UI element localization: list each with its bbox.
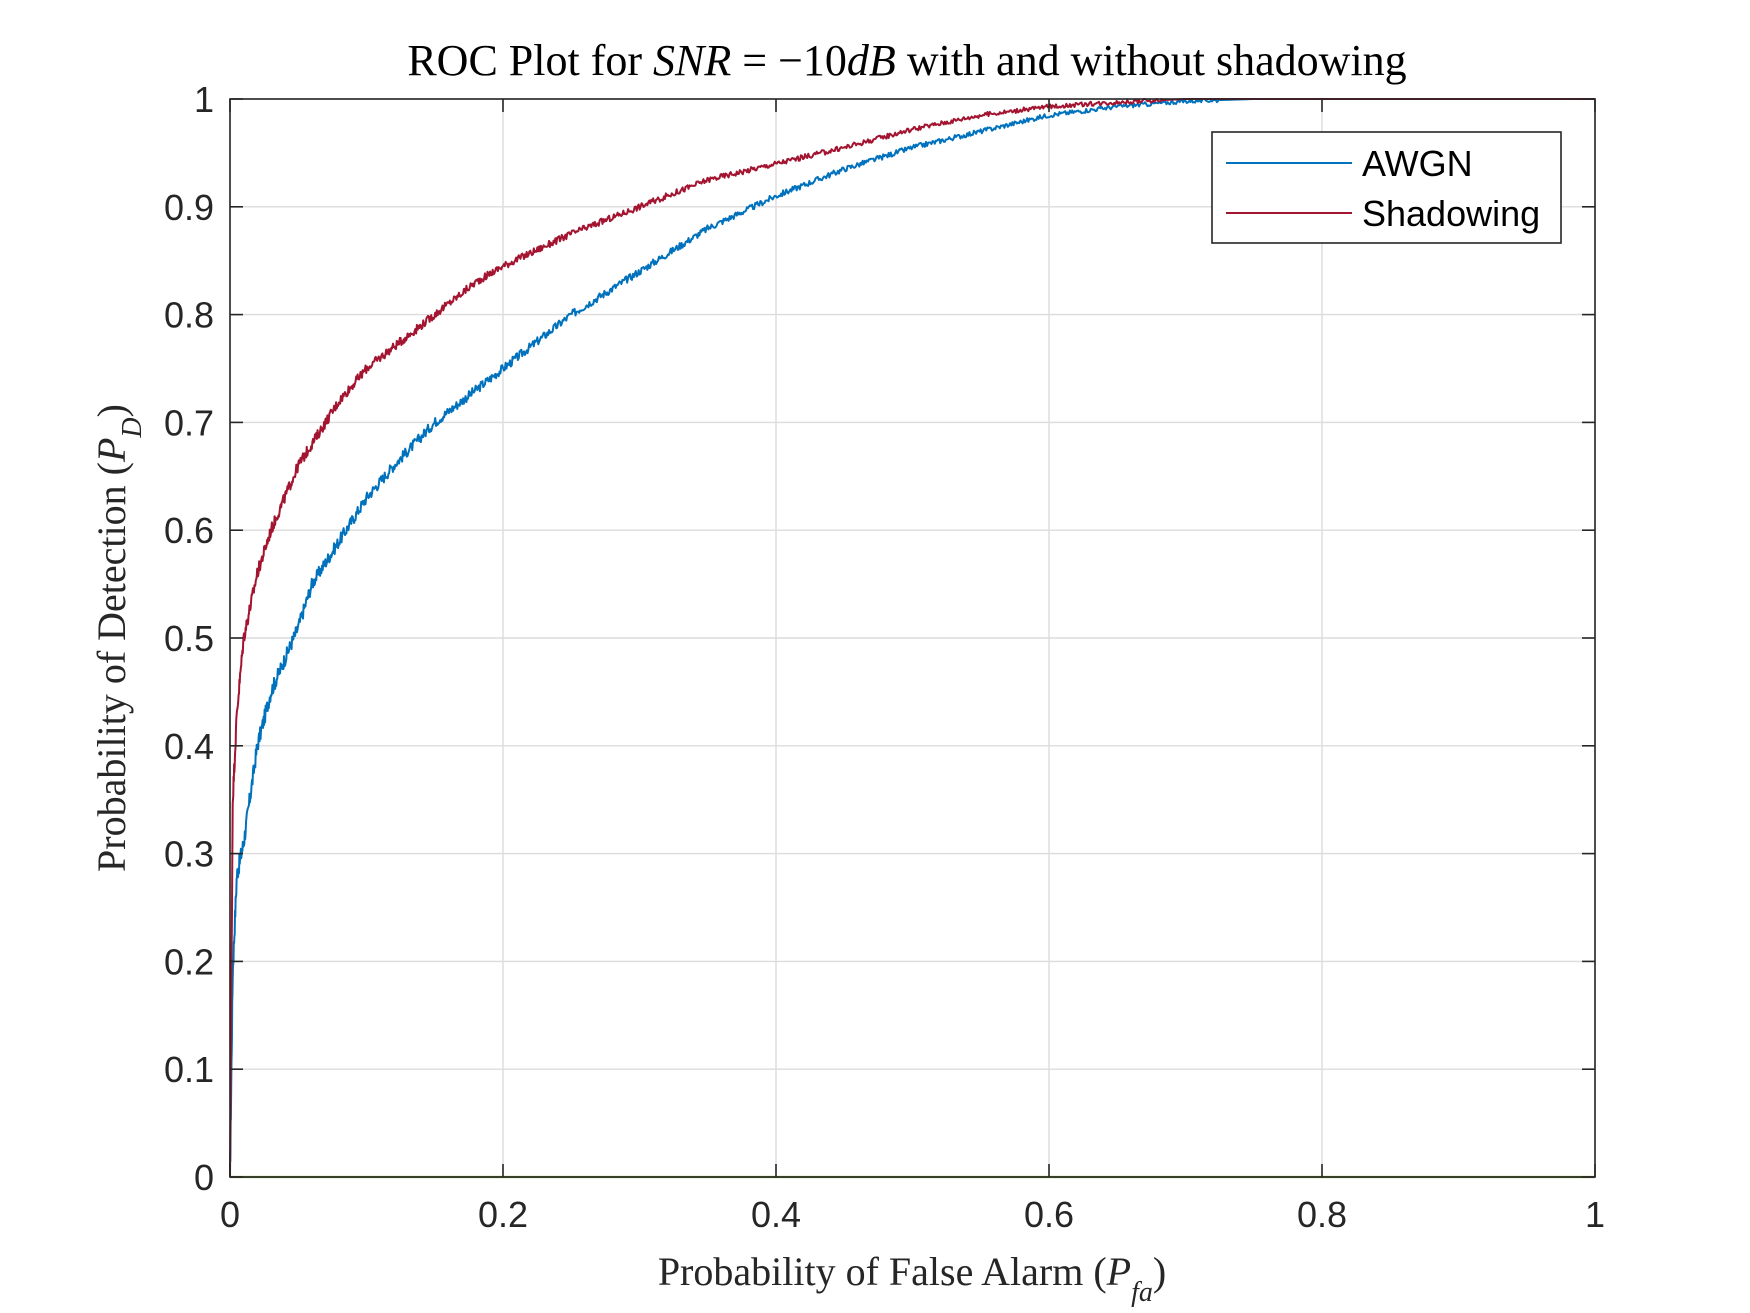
grid-lines bbox=[229, 98, 1596, 1178]
axes-box bbox=[229, 98, 1596, 1178]
y-tick-label: 0.3 bbox=[164, 834, 214, 875]
y-tick-label: 0.4 bbox=[164, 726, 214, 767]
x-tick-label: 0 bbox=[220, 1194, 240, 1235]
y-tick-label: 0 bbox=[194, 1157, 214, 1198]
y-tick-label: 0.2 bbox=[164, 941, 214, 982]
y-tick-label: 0.8 bbox=[164, 295, 214, 336]
x-tick-label: 1 bbox=[1585, 1194, 1605, 1235]
legend-box bbox=[1211, 131, 1562, 244]
x-tick-label: 0.4 bbox=[751, 1194, 801, 1235]
y-axis-label: Probability of Detection (PD) bbox=[89, 404, 148, 872]
x-axis-label: Probability of False Alarm (Pfa) bbox=[658, 1249, 1166, 1308]
x-tick-labels: 0 0.2 0.4 0.6 0.8 1 bbox=[220, 1194, 1605, 1235]
y-tick-label: 0.6 bbox=[164, 510, 214, 551]
chart-title: ROC Plot for SNR = −10dB with and withou… bbox=[407, 36, 1406, 85]
legend: AWGN Shadowing bbox=[1211, 131, 1562, 244]
legend-label-awgn: AWGN bbox=[1362, 143, 1473, 184]
x-tick-label: 0.8 bbox=[1297, 1194, 1347, 1235]
x-tick-label: 0.6 bbox=[1024, 1194, 1074, 1235]
y-tick-label: 0.7 bbox=[164, 402, 214, 443]
y-tick-label: 0.9 bbox=[164, 187, 214, 228]
y-tick-label: 1 bbox=[194, 79, 214, 120]
y-tick-label: 0.1 bbox=[164, 1049, 214, 1090]
y-tick-label: 0.5 bbox=[164, 618, 214, 659]
x-tick-label: 0.2 bbox=[478, 1194, 528, 1235]
y-tick-labels: 0 0.1 0.2 0.3 0.4 0.5 0.6 0.7 0.8 0.9 1 bbox=[164, 79, 214, 1198]
legend-label-shadowing: Shadowing bbox=[1362, 193, 1540, 234]
